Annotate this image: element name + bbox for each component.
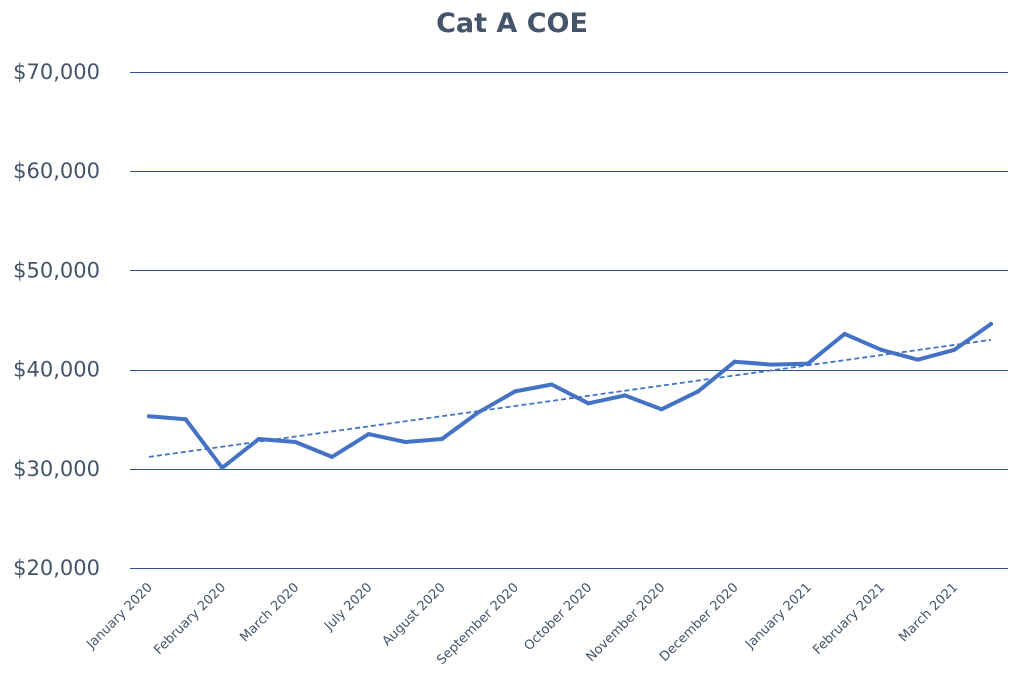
- data-point: [879, 347, 884, 352]
- trendline: [148, 338, 992, 458]
- data-point: [293, 440, 298, 445]
- x-tick-label: February 2020: [151, 580, 229, 658]
- data-point: [989, 321, 993, 326]
- series-group: [147, 321, 993, 470]
- data-point: [659, 407, 664, 412]
- data-point: [330, 454, 335, 459]
- x-tick-label: January 2021: [742, 580, 814, 652]
- data-point: [732, 359, 737, 364]
- x-tick-label: November 2020: [584, 580, 669, 665]
- data-point: [439, 437, 444, 442]
- data-point: [513, 389, 518, 394]
- data-point: [366, 432, 371, 437]
- y-axis-tick-labels: $20,000 $30,000 $40,000 $50,000 $60,000 $70,0…: [13, 60, 100, 580]
- data-point: [915, 357, 920, 362]
- data-point: [476, 410, 481, 415]
- gridlines: [130, 72, 1008, 569]
- data-point: [952, 347, 957, 352]
- y-tick-label: $60,000: [13, 159, 100, 183]
- data-point: [805, 361, 810, 366]
- data-point: [147, 414, 151, 419]
- x-tick-label: March 2020: [237, 580, 302, 645]
- chart-title: Cat A COE: [436, 8, 588, 39]
- data-point: [586, 401, 591, 406]
- data-point: [549, 382, 554, 387]
- data-point: [842, 331, 847, 336]
- data-point: [183, 417, 188, 422]
- x-tick-label: January 2020: [83, 580, 155, 652]
- x-tick-label: December 2020: [657, 580, 742, 665]
- x-tick-label: February 2021: [810, 580, 888, 658]
- data-point: [696, 389, 701, 394]
- series-line: [147, 322, 993, 470]
- y-tick-label: $40,000: [13, 358, 100, 382]
- data-point: [220, 465, 225, 470]
- x-tick-label: October 2020: [521, 580, 595, 654]
- y-tick-label: $20,000: [13, 556, 100, 580]
- data-point: [622, 393, 627, 398]
- data-point: [256, 437, 261, 442]
- x-tick-label: August 2020: [380, 580, 449, 649]
- x-tick-label: March 2021: [896, 580, 961, 645]
- data-point: [403, 440, 408, 445]
- data-point: [769, 362, 774, 367]
- trendline-group: [148, 338, 992, 458]
- y-tick-label: $50,000: [13, 258, 100, 282]
- x-tick-label: September 2020: [434, 580, 522, 668]
- x-tick-label: July 2020: [321, 580, 375, 634]
- y-tick-label: $70,000: [13, 60, 100, 84]
- y-tick-label: $30,000: [13, 457, 100, 481]
